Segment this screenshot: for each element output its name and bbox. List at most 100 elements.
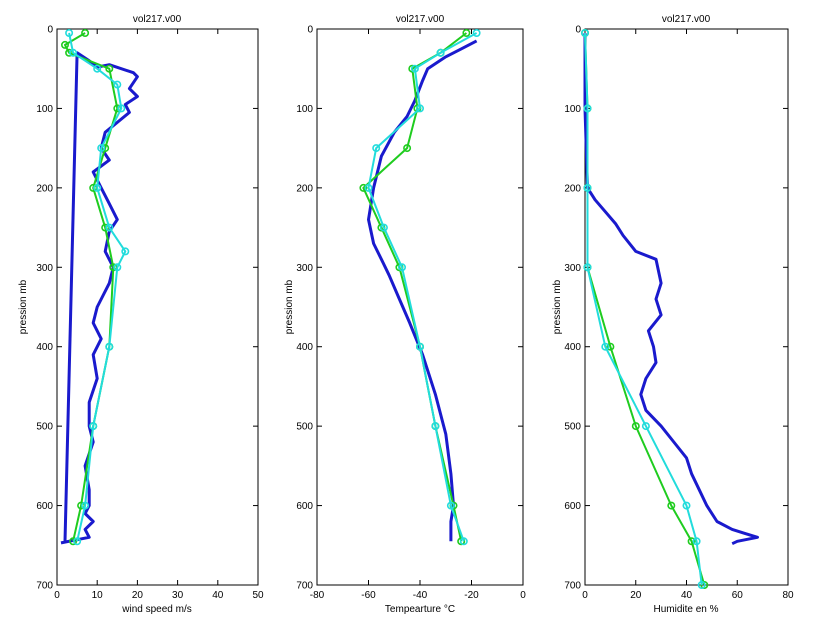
panel-temperature: vol217.v00 Tempearture °C pression mb 0 1… [284,14,526,615]
data-point [105,223,114,232]
chart-title-wind: vol217.v00 [133,14,182,25]
data-point [692,537,701,546]
y-axis-label-temperature: pression mb [284,279,295,334]
data-point [403,144,412,153]
data-point [81,501,90,510]
data-point [89,422,98,431]
series-wind [60,28,139,546]
y-tick-label: 700 [296,581,313,592]
data-point [397,263,406,272]
data-point [459,537,468,546]
data-point [379,223,388,232]
x-axis-label-temperature: Tempearture °C [385,604,455,615]
series-line [367,39,478,542]
series-line [64,32,119,542]
data-point [641,422,650,431]
data-point [69,537,78,546]
y-tick-label: 0 [307,25,313,36]
y-tick-label: 500 [564,422,581,433]
data-point [583,263,592,272]
y-tick-label: 300 [36,263,53,274]
data-point [697,580,706,589]
panel-humidity: vol217.v00 Humidite en % pression mb 0 10… [552,14,794,615]
data-point [446,501,455,510]
series-line [583,33,759,546]
x-tick-label: 30 [172,590,184,601]
y-tick-label: 300 [564,263,581,274]
x-tick-label: 40 [212,590,224,601]
y-tick-label: 400 [564,342,581,353]
data-point [415,104,424,113]
series-temperature [359,28,481,546]
y-tick-label: 400 [296,342,313,353]
data-point [121,247,130,256]
x-tick-label: 60 [732,590,744,601]
data-point [410,64,419,73]
data-point [436,48,445,57]
y-tick-label: 200 [36,183,53,194]
y-tick-label: 700 [564,581,581,592]
x-tick-label: 10 [92,590,104,601]
data-point [631,422,640,431]
y-tick-label: 600 [36,501,53,512]
series-line [60,51,139,545]
data-point [462,28,471,37]
data-point [113,80,122,89]
x-tick-label: 0 [520,590,526,601]
data-point [113,263,122,272]
series-humidity [580,28,759,589]
x-axis-label-wind: wind speed m/s [121,604,191,615]
series-line [367,32,478,542]
data-point [364,183,373,192]
x-axis-label-humidity: Humidite en % [653,604,718,615]
x-tick-label: -40 [413,590,428,601]
data-point [457,537,466,546]
data-point [583,183,592,192]
y-axis-label-wind: pression mb [18,279,29,334]
y-tick-label: 400 [36,342,53,353]
chart-title-humidity: vol217.v00 [662,14,711,25]
x-tick-label: -60 [361,590,376,601]
data-point [93,64,102,73]
x-tick-label: -80 [310,590,325,601]
data-point [415,342,424,351]
chart-title-temperature: vol217.v00 [396,14,445,25]
x-tick-label: 20 [132,590,144,601]
data-point [105,342,114,351]
series-line [68,32,127,542]
x-tick-label: 20 [630,590,642,601]
y-tick-label: 100 [36,104,53,115]
y-tick-label: 100 [296,104,313,115]
data-point [93,183,102,192]
panel-wind: vol217.v00 wind speed m/s pression mb 0 1… [18,14,264,615]
y-tick-label: 300 [296,263,313,274]
data-point [667,501,676,510]
data-point [431,422,440,431]
x-tick-label: 40 [681,590,693,601]
x-tick-label: 80 [782,590,794,601]
y-tick-label: 700 [36,581,53,592]
data-point [583,104,592,113]
x-tick-label: 0 [54,590,60,601]
data-point [65,28,74,37]
data-point [472,28,481,37]
x-tick-label: 50 [252,590,264,601]
data-point [60,40,69,49]
y-tick-label: 0 [575,25,581,36]
plot-area-wind [56,28,259,586]
y-tick-label: 600 [296,501,313,512]
data-point [682,501,691,510]
y-tick-label: 100 [564,104,581,115]
data-point [601,342,610,351]
data-point [117,104,126,113]
data-point [81,28,90,37]
data-point [606,342,615,351]
x-tick-label: -20 [464,590,479,601]
y-tick-label: 500 [296,422,313,433]
x-tick-label: 0 [582,590,588,601]
y-tick-label: 200 [296,183,313,194]
data-point [372,144,381,153]
